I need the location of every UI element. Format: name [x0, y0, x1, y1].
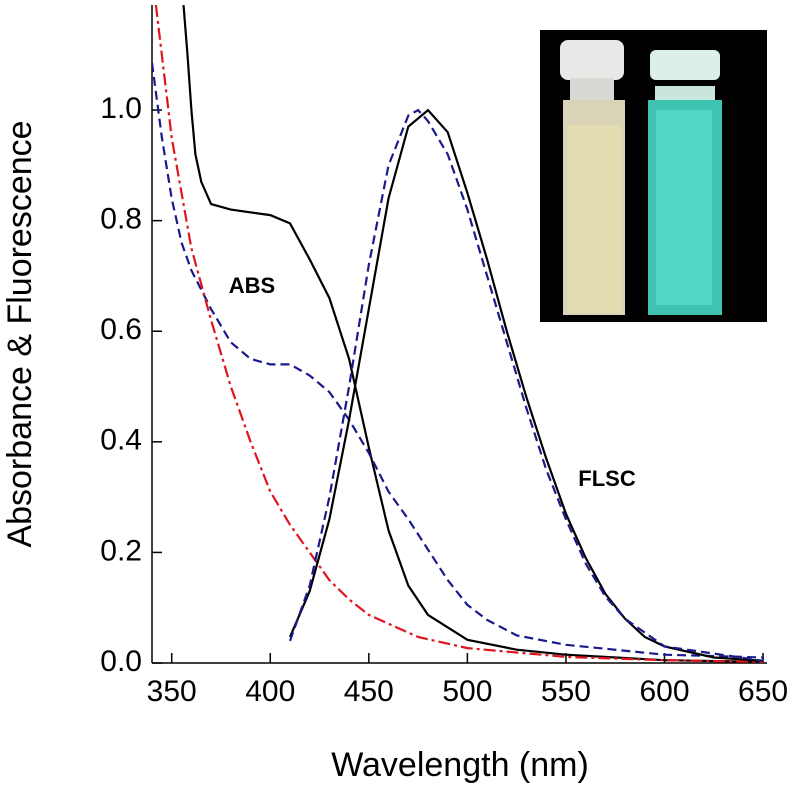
x-tick-label: 600 — [639, 675, 689, 708]
inset-photo — [540, 30, 767, 322]
x-tick-label: 650 — [738, 675, 788, 708]
series-line — [288, 108, 764, 662]
y-tick-label: 0.4 — [100, 424, 142, 457]
series-line — [154, 5, 764, 663]
y-axis-label: Absorbance & Fluorescence — [1, 120, 39, 547]
series-line — [182, 5, 764, 663]
y-tick-label: 0.0 — [100, 645, 142, 678]
x-tick-label: 400 — [245, 675, 295, 708]
x-tick-label: 550 — [541, 675, 591, 708]
x-tick-label: 450 — [344, 675, 394, 708]
x-tick-label: 350 — [147, 675, 197, 708]
annotation: ABS — [229, 273, 275, 298]
y-tick-label: 0.6 — [100, 313, 142, 346]
plot-area — [152, 5, 764, 663]
y-tick-label: 0.2 — [100, 534, 142, 567]
y-tick-label: 0.8 — [100, 203, 142, 236]
annotation: FLSC — [578, 466, 636, 491]
series-line — [152, 62, 764, 659]
y-tick-label: 1.0 — [100, 92, 142, 125]
series-line — [288, 108, 764, 662]
x-axis-label: Wavelength (nm) — [331, 746, 589, 784]
x-tick-label: 500 — [442, 675, 492, 708]
